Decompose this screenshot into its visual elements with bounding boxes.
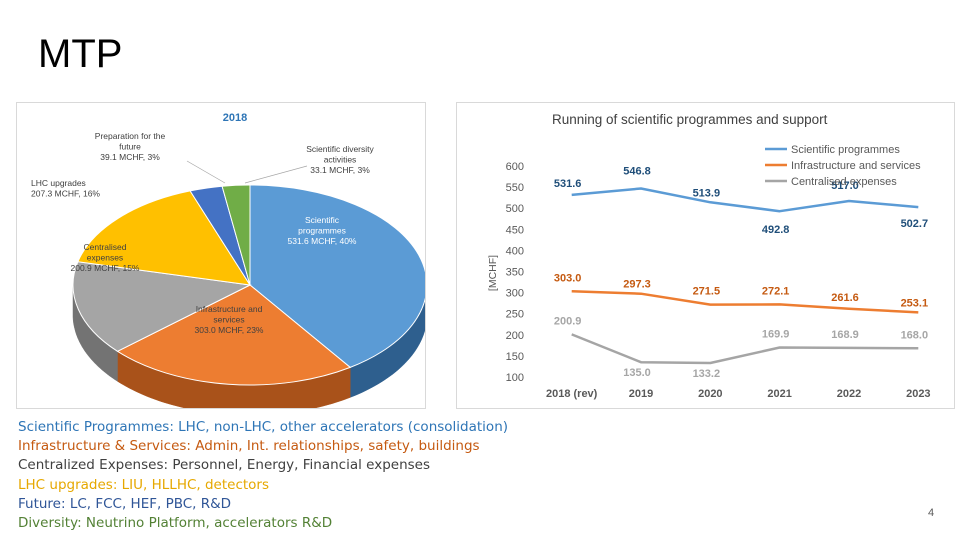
line-chart-title: Running of scientific programmes and sup… (552, 112, 828, 127)
y-tick-label: 250 (506, 309, 524, 321)
data-label: 272.1 (762, 285, 790, 297)
page-number: 4 (928, 507, 935, 519)
pie-slice-scientific-diversity-activities (221, 184, 251, 286)
y-tick-label: 300 (506, 288, 524, 300)
notes-list: Scientific Programmes: LHC, non-LHC, oth… (18, 418, 508, 533)
data-label: 135.0 (623, 367, 651, 379)
y-axis-label: [MCHF] (487, 255, 499, 291)
legend: Scientific programmes Infrastructure and … (765, 144, 921, 188)
x-tick-label: 2022 (837, 388, 861, 400)
line-chart: Running of scientific programmes and sup… (487, 112, 931, 400)
data-label: 502.7 (901, 218, 929, 230)
legend-label-scientific-programmes: Scientific programmes (791, 144, 900, 156)
x-tick-label: 2020 (698, 388, 722, 400)
slide-title: MTP (38, 32, 123, 76)
pie-slice-centralised-expenses (72, 261, 252, 352)
note-infrastructure-services: Infrastructure & Services: Admin, Int. r… (18, 438, 480, 455)
pie-labels: Scientific programmes 531.6 MCHF, 40% Infra… (31, 131, 375, 335)
y-tick-label: 100 (506, 372, 524, 384)
data-label: 271.5 (693, 286, 721, 298)
pie-label-scientific-diversity-activities: Scientific diversity activities 33.1 MCHF,… (306, 144, 374, 175)
pie-label-scientific-programmes: Scientific programmes 531.6 MCHF, 40% (288, 215, 357, 246)
pie-label-centralised-expenses: Centralised expenses 200.9 MCHF, 15% (71, 242, 140, 273)
pie-label-infrastructure-and-services: Infrastructure and services 303.0 MCHF, 23… (195, 304, 264, 335)
series-centralised-expenses: 200.9 135.0 133.2 169.9 168.9 168.0 (554, 315, 928, 380)
x-tick-label: 2023 (906, 388, 930, 400)
x-tick-label: 2018 (rev) (546, 388, 598, 400)
pie-slice-scientific-programmes (249, 184, 428, 368)
data-label: 517.0 (831, 180, 859, 192)
line-chart-panel: Running of scientific programmes and sup… (456, 102, 955, 409)
x-axis: 2018 (rev) 2019 2020 2021 2022 2023 (546, 388, 931, 400)
y-tick-label: 550 (506, 182, 524, 194)
note-diversity: Diversity: Neutrino Platform, accelerato… (18, 515, 333, 532)
y-tick-label: 150 (506, 351, 524, 363)
data-label: 168.9 (831, 329, 859, 341)
pie-slice-infrastructure-and-services (116, 284, 352, 386)
note-future: Future: LC, FCC, HEF, PBC, R&D (18, 495, 232, 512)
x-tick-label: 2021 (767, 388, 791, 400)
y-tick-label: 350 (506, 267, 524, 279)
legend-label-centralised-expenses: Centralised expenses (791, 176, 897, 188)
data-label: 200.9 (554, 315, 582, 327)
y-tick-label: 200 (506, 330, 524, 342)
series-line-centralised-expenses (571, 333, 919, 365)
pie-leader-preparation (186, 160, 226, 184)
y-axis: 100 150 200 250 300 350 400 450 500 550 600 (506, 161, 524, 384)
pie-label-preparation-for-the-future: Preparation for the future 39.1 MCHF, 3% (95, 131, 166, 162)
note-centralized-expenses: Centralized Expenses: Personnel, Energy,… (18, 457, 430, 474)
pie-chart-panel: 2018 Scientific programmes 531.6 MCHF, 40% I… (16, 102, 428, 416)
series-infrastructure-and-services: 303.0 297.3 271.5 272.1 261.6 253.1 (554, 272, 929, 314)
data-label: 297.3 (623, 279, 651, 291)
y-tick-label: 450 (506, 224, 524, 236)
data-label: 546.8 (623, 165, 651, 177)
y-tick-label: 500 (506, 203, 524, 215)
legend-label-infrastructure-and-services: Infrastructure and services (791, 160, 921, 172)
series-line-infrastructure-and-services (571, 290, 919, 314)
note-lhc-upgrades: LHC upgrades: LIU, HLLHC, detectors (18, 476, 270, 493)
pie-label-lhc-upgrades: LHC upgrades 207.3 MCHF, 16% (31, 178, 100, 199)
data-label: 253.1 (901, 297, 929, 309)
data-label: 303.0 (554, 272, 582, 284)
x-tick-label: 2019 (629, 388, 653, 400)
data-label: 169.9 (762, 329, 790, 341)
data-label: 168.0 (901, 329, 929, 341)
data-label: 133.2 (693, 368, 721, 380)
note-scientific-programmes: Scientific Programmes: LHC, non-LHC, oth… (18, 419, 509, 435)
pie-leader-diversity (244, 165, 308, 184)
pie-tops (72, 184, 428, 386)
pie-slice-lhc-upgrades (77, 190, 252, 286)
data-label: 531.6 (554, 178, 582, 190)
y-tick-label: 600 (506, 161, 524, 173)
series-line-scientific-programmes (571, 187, 919, 213)
data-label: 261.6 (831, 292, 859, 304)
pie-title: 2018 (223, 112, 247, 124)
y-tick-label: 400 (506, 245, 524, 257)
pie-chart: 2018 Scientific programmes 531.6 MCHF, 40% I… (31, 112, 428, 416)
data-label: 492.8 (762, 224, 790, 236)
series-scientific-programmes: 531.6 546.8 513.9 492.8 517.0 502.7 (554, 165, 928, 236)
data-label: 513.9 (693, 187, 721, 199)
